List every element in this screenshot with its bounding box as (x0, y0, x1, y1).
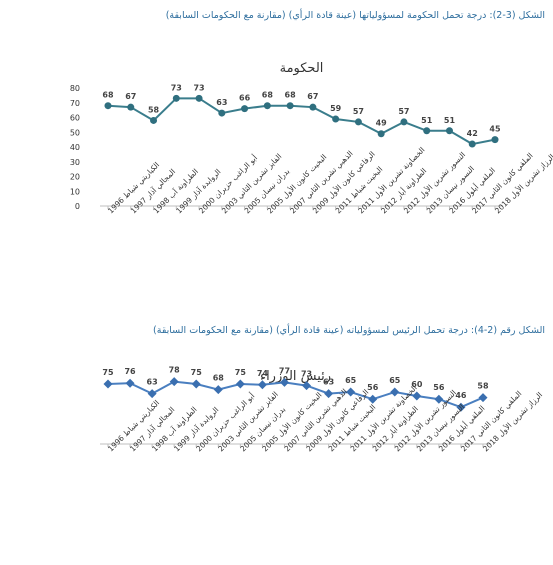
figure2-caption: الشكل رقم (2-4): درجة تحمل الرئيس لمسؤول… (153, 325, 545, 336)
data-label: 58 (477, 382, 489, 391)
prime-minister-chart: رئيس الوزراء 75 76 63 78 75 68 75 74 77 73 63 65 56 65… (100, 366, 544, 453)
data-label: 67 (307, 92, 318, 101)
data-label: 75 (102, 368, 114, 377)
data-point (478, 393, 488, 403)
data-point (235, 379, 245, 389)
data-label: 68 (102, 91, 114, 100)
data-point (468, 140, 476, 148)
data-label: 73 (193, 83, 204, 92)
data-point (213, 385, 223, 395)
data-label: 63 (216, 98, 227, 107)
data-point (332, 115, 340, 123)
data-point (103, 379, 113, 389)
data-label: 78 (169, 366, 181, 375)
data-point (279, 377, 289, 387)
data-label: 67 (125, 92, 136, 101)
data-label: 68 (262, 91, 274, 100)
data-point (125, 378, 135, 388)
data-point (400, 118, 408, 126)
government-chart: الحكومة 0 10 20 30 40 50 60 70 80 68 67 58 73 73 63 66 68… (70, 61, 553, 215)
y-tick-label: 20 (70, 173, 80, 182)
y-tick-label: 0 (75, 202, 80, 211)
data-label: 51 (421, 116, 433, 125)
data-label: 68 (213, 374, 225, 383)
y-tick-label: 70 (70, 99, 80, 108)
data-label: 74 (257, 369, 269, 378)
data-point (324, 389, 334, 399)
data-point (195, 94, 203, 102)
data-point (191, 379, 201, 389)
data-point (263, 102, 271, 110)
data-label: 45 (489, 125, 501, 134)
data-point (302, 381, 312, 391)
data-label: 57 (353, 107, 364, 116)
data-point (150, 116, 158, 124)
data-point (346, 387, 356, 397)
data-point (309, 103, 317, 111)
chart-title: الحكومة (280, 61, 324, 76)
data-label: 65 (345, 376, 357, 385)
data-label: 49 (376, 119, 388, 128)
y-tick-label: 60 (70, 114, 80, 123)
data-label: 46 (455, 391, 467, 400)
data-point (390, 387, 400, 397)
data-label: 65 (389, 376, 401, 385)
series-line (107, 380, 484, 409)
data-label: 59 (330, 104, 342, 113)
data-point (456, 402, 466, 412)
data-point (368, 394, 378, 404)
figure1-caption: الشكل (3-2): درجة تحمل الحكومة لمسؤوليات… (165, 10, 545, 21)
data-label: 73 (171, 83, 182, 92)
data-point (172, 94, 180, 102)
data-label: 73 (301, 370, 312, 379)
data-label: 75 (235, 368, 247, 377)
y-tick-label: 50 (70, 128, 80, 137)
data-label: 42 (467, 129, 478, 138)
data-label: 58 (148, 105, 160, 114)
y-tick-label: 80 (70, 84, 80, 93)
data-label: 60 (411, 380, 423, 389)
series-line (107, 97, 496, 146)
data-point (127, 103, 135, 111)
y-tick-label: 40 (70, 143, 80, 152)
data-label: 56 (433, 383, 445, 392)
chart-title: رئيس الوزراء (260, 369, 331, 384)
data-label: 63 (147, 378, 158, 387)
data-label: 51 (444, 116, 456, 125)
y-tick-label: 30 (70, 158, 80, 167)
data-point (445, 127, 453, 135)
data-point (218, 109, 226, 117)
data-label: 57 (398, 107, 409, 116)
data-point (412, 391, 422, 401)
data-label: 63 (323, 378, 334, 387)
data-point (241, 105, 249, 113)
data-point (354, 118, 362, 126)
data-point (169, 377, 179, 387)
data-point (434, 394, 444, 404)
data-label: 75 (191, 368, 203, 377)
data-point (377, 130, 385, 138)
data-point (491, 136, 499, 144)
data-point (104, 102, 112, 110)
data-label: 66 (239, 94, 251, 103)
data-point (423, 127, 431, 135)
data-label: 76 (124, 367, 136, 376)
y-tick-label: 10 (70, 187, 80, 196)
data-point (147, 389, 157, 399)
data-point (257, 380, 267, 390)
data-label: 56 (367, 383, 379, 392)
data-point (286, 102, 294, 110)
data-label: 77 (279, 366, 290, 375)
data-label: 68 (285, 91, 297, 100)
